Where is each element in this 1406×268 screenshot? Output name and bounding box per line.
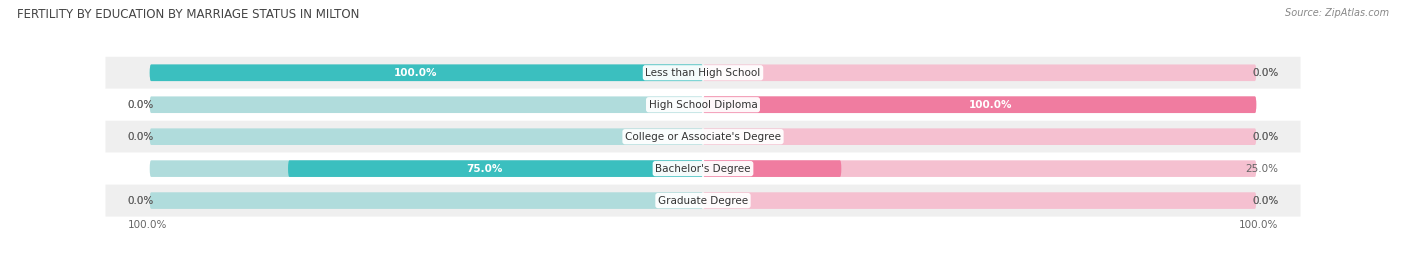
Text: 100.0%: 100.0%	[394, 68, 437, 78]
FancyBboxPatch shape	[149, 192, 703, 209]
Text: 0.0%: 0.0%	[1253, 196, 1278, 206]
Text: 0.0%: 0.0%	[128, 196, 153, 206]
Text: 0.0%: 0.0%	[1253, 68, 1278, 78]
Text: 0.0%: 0.0%	[128, 100, 153, 110]
FancyBboxPatch shape	[703, 192, 1257, 209]
Text: Less than High School: Less than High School	[645, 68, 761, 78]
Text: 0.0%: 0.0%	[128, 132, 153, 142]
Text: 0.0%: 0.0%	[128, 196, 153, 206]
FancyBboxPatch shape	[149, 128, 703, 145]
FancyBboxPatch shape	[703, 128, 1257, 145]
FancyBboxPatch shape	[149, 65, 703, 81]
Text: 100.0%: 100.0%	[969, 100, 1012, 110]
Text: 0.0%: 0.0%	[128, 100, 153, 110]
Text: Graduate Degree: Graduate Degree	[658, 196, 748, 206]
Text: Bachelor's Degree: Bachelor's Degree	[655, 164, 751, 174]
FancyBboxPatch shape	[105, 89, 1301, 121]
FancyBboxPatch shape	[703, 96, 1257, 113]
Text: High School Diploma: High School Diploma	[648, 100, 758, 110]
FancyBboxPatch shape	[105, 185, 1301, 217]
FancyBboxPatch shape	[703, 160, 841, 177]
Text: 25.0%: 25.0%	[1246, 164, 1278, 174]
FancyBboxPatch shape	[703, 96, 1257, 113]
FancyBboxPatch shape	[105, 121, 1301, 153]
FancyBboxPatch shape	[703, 160, 1257, 177]
FancyBboxPatch shape	[105, 153, 1301, 185]
FancyBboxPatch shape	[288, 160, 703, 177]
Text: College or Associate's Degree: College or Associate's Degree	[626, 132, 780, 142]
Text: 0.0%: 0.0%	[1253, 196, 1278, 206]
Text: 0.0%: 0.0%	[1253, 132, 1278, 142]
Text: FERTILITY BY EDUCATION BY MARRIAGE STATUS IN MILTON: FERTILITY BY EDUCATION BY MARRIAGE STATU…	[17, 8, 360, 21]
Text: 100.0%: 100.0%	[128, 220, 167, 230]
FancyBboxPatch shape	[149, 160, 703, 177]
Text: 75.0%: 75.0%	[467, 164, 502, 174]
FancyBboxPatch shape	[703, 65, 1257, 81]
Text: 100.0%: 100.0%	[1239, 220, 1278, 230]
FancyBboxPatch shape	[149, 65, 703, 81]
Text: Source: ZipAtlas.com: Source: ZipAtlas.com	[1285, 8, 1389, 18]
FancyBboxPatch shape	[105, 57, 1301, 89]
Text: 0.0%: 0.0%	[1253, 68, 1278, 78]
FancyBboxPatch shape	[149, 96, 703, 113]
Text: 0.0%: 0.0%	[1253, 132, 1278, 142]
Text: 0.0%: 0.0%	[128, 132, 153, 142]
